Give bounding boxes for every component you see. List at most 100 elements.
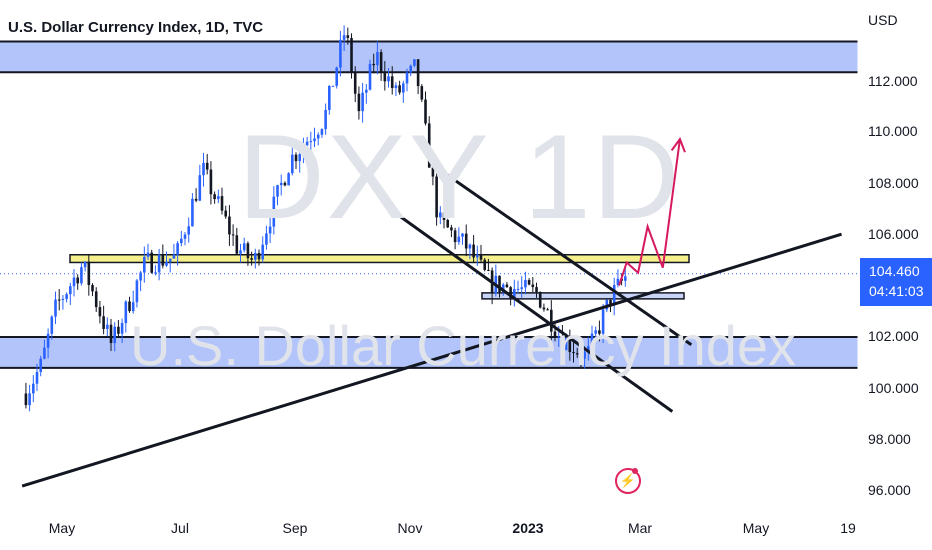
candle-body <box>150 252 154 273</box>
candle-body <box>65 294 68 299</box>
candle-body <box>379 52 383 72</box>
y-tick-label: 108.000 <box>868 175 919 191</box>
candle-body <box>139 272 142 281</box>
candle-body <box>198 175 202 201</box>
candle-body <box>28 393 31 406</box>
candle-body <box>402 83 405 93</box>
candle-body <box>246 243 250 259</box>
candle-body <box>439 212 442 218</box>
x-tick-label: 2023 <box>512 520 544 536</box>
candle-body <box>43 347 46 359</box>
candle-body <box>601 309 605 334</box>
candle-body <box>550 309 553 332</box>
candle-body <box>461 233 464 237</box>
candle-body <box>579 354 583 359</box>
candle-body <box>572 352 575 354</box>
candle-body <box>516 288 520 290</box>
candle-body <box>94 291 98 308</box>
candle-body <box>331 85 335 87</box>
candle-body <box>383 71 387 82</box>
candle-body <box>350 38 353 73</box>
candle-body <box>427 123 431 168</box>
candle-body <box>313 138 316 142</box>
candle-body <box>590 333 594 347</box>
candle-body <box>405 72 409 84</box>
candle-body <box>583 351 586 359</box>
candle-body <box>320 129 324 135</box>
y-tick-label: 102.000 <box>868 328 919 344</box>
candle-body <box>109 324 113 344</box>
candle-body <box>527 280 531 285</box>
candle-body <box>165 261 168 266</box>
candle-body <box>298 154 302 162</box>
candle-body <box>487 269 490 271</box>
candle-body <box>575 353 579 355</box>
candle-body <box>305 141 309 146</box>
x-tick-label: May <box>742 520 770 536</box>
candle-body <box>498 275 501 293</box>
candle-body <box>106 324 109 329</box>
candle-body <box>513 289 516 299</box>
candle-body <box>398 85 401 93</box>
candle-body <box>390 76 394 89</box>
candle-body <box>287 173 290 186</box>
candle-body <box>553 331 557 338</box>
candle-body <box>102 316 105 329</box>
y-tick-label: 110.000 <box>868 123 918 139</box>
candle-body <box>483 259 487 270</box>
candle-body <box>183 234 187 239</box>
candle-body <box>598 330 601 334</box>
candle-body <box>250 258 253 260</box>
candle-body <box>468 244 472 249</box>
candle-body <box>161 254 165 266</box>
candle-body <box>231 234 235 236</box>
candle-body <box>157 254 161 273</box>
candle-body <box>420 86 424 100</box>
candle-body <box>557 336 561 338</box>
candle-body <box>172 254 176 259</box>
candle-body <box>272 196 276 227</box>
candle-body <box>180 238 183 244</box>
candle-body <box>361 92 364 112</box>
candle-body <box>50 316 54 334</box>
candle-body <box>168 258 172 262</box>
candle-body <box>87 261 91 286</box>
candle-body <box>394 85 398 89</box>
candle-body <box>261 244 265 260</box>
candle-body <box>328 86 331 110</box>
candle-body <box>61 298 65 300</box>
candle-body <box>57 299 61 301</box>
candle-body <box>220 196 224 211</box>
candle-body <box>479 254 483 260</box>
candle-body <box>520 287 524 289</box>
candle-body <box>376 52 379 66</box>
last-price-label: 104.460 04:41:03 <box>860 258 932 306</box>
candle-body <box>242 243 246 251</box>
candle-body <box>91 285 94 292</box>
candle-body <box>83 261 87 268</box>
candle-body <box>509 287 512 299</box>
candle-body <box>72 277 76 287</box>
projection-path <box>618 138 681 286</box>
candle-body <box>346 35 350 39</box>
candle-body <box>612 284 616 306</box>
candle-body <box>424 99 427 124</box>
candle-body <box>279 182 283 186</box>
candle-body <box>135 280 139 303</box>
candle-body <box>416 59 420 87</box>
candle-body <box>605 299 609 310</box>
candle-body <box>187 226 191 235</box>
candle-body <box>476 254 479 258</box>
candle-body <box>117 326 120 334</box>
candle-body <box>80 267 83 284</box>
candle-body <box>69 286 72 295</box>
candle-body <box>228 216 231 235</box>
candle-body <box>239 250 242 254</box>
y-tick-label: 106.000 <box>868 226 919 242</box>
candle-body <box>568 338 572 353</box>
candle-body <box>316 134 320 139</box>
candle-body <box>191 198 194 227</box>
candle-body <box>524 280 527 288</box>
lightning-icon[interactable]: ⚡ <box>615 468 641 494</box>
